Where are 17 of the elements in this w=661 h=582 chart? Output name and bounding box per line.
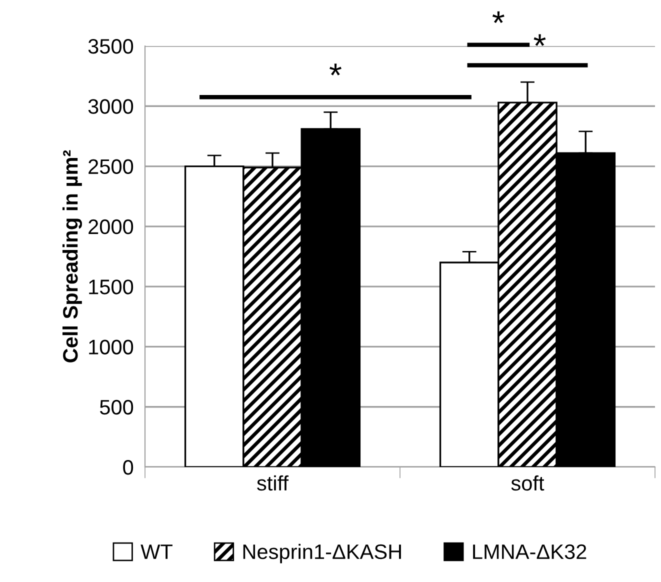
y-tick-label: 3000 xyxy=(88,99,134,114)
y-tick-label: 2500 xyxy=(88,159,134,174)
y-tick-label: 2000 xyxy=(88,219,134,234)
text: * xyxy=(492,11,504,24)
y-tick-label: 3500 xyxy=(88,39,134,54)
annotation: * xyxy=(330,64,342,76)
y-tick-label: 1500 xyxy=(89,280,134,294)
y-tick-label: 500 xyxy=(100,400,134,415)
x-tick-label: soft xyxy=(511,475,544,491)
y-tick-label: 0 xyxy=(123,460,134,475)
text: * xyxy=(534,34,546,46)
legend-label: LMNA-ΔK32 xyxy=(473,544,586,560)
legend-label: WT xyxy=(140,544,172,559)
y-axis-title: Cell Spreading in µm² xyxy=(62,150,82,362)
x-tick-label: stiff xyxy=(257,475,289,491)
legend-label: Nesprin1-ΔKASH xyxy=(243,544,401,564)
y-tick-label: 1000 xyxy=(89,340,134,354)
